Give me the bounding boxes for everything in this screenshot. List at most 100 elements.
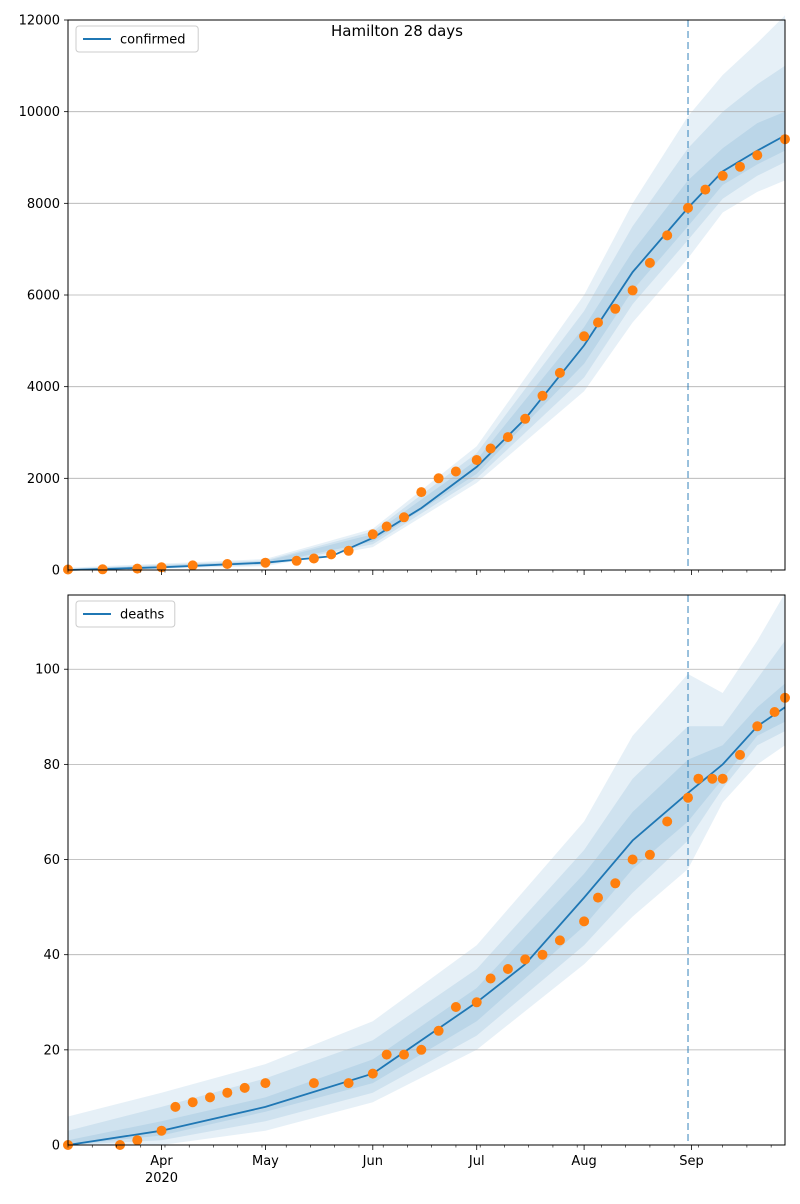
observed-point	[170, 1101, 181, 1112]
observed-point	[627, 285, 638, 296]
observed-point	[222, 559, 233, 569]
observed-point	[769, 707, 780, 717]
chart-panel-deaths: 0 20 40 60 80 100 Apr May Jun Jul Aug Sep 2020 deaths	[35, 593, 790, 1186]
x-tick-label: Jul	[468, 1154, 485, 1169]
observed-point	[627, 854, 638, 865]
observed-point	[308, 553, 319, 564]
observed-point	[537, 390, 548, 401]
observed-point	[187, 560, 198, 571]
observed-point	[579, 331, 590, 342]
series-line-confirmed	[67, 134, 786, 571]
observed-point	[683, 792, 693, 803]
observed-point	[610, 878, 621, 889]
y-tick-label: 20	[43, 1043, 60, 1058]
observed-point	[502, 432, 513, 443]
observed-point	[644, 257, 655, 268]
observed-point	[471, 455, 482, 465]
observed-point	[717, 773, 728, 784]
x-tick-label: Aug	[571, 1154, 596, 1169]
observed-point	[735, 161, 745, 172]
observed-point	[593, 317, 603, 328]
observed-point	[593, 892, 603, 903]
legend-label: confirmed	[120, 33, 186, 48]
y-tick-label: 100	[35, 663, 60, 678]
x-tick-label: Apr	[150, 1154, 173, 1169]
observed-point	[343, 545, 354, 556]
observed-point	[579, 916, 590, 927]
y-tick-label: 6000	[27, 289, 60, 304]
y-tick-label: 80	[43, 758, 60, 773]
observed-point	[662, 230, 673, 241]
observed-point	[291, 555, 302, 566]
observed-point	[367, 1068, 378, 1079]
x-tick-label: Sep	[679, 1154, 704, 1169]
observed-point	[644, 849, 655, 860]
observed-point	[416, 487, 427, 498]
observed-point	[433, 473, 444, 484]
observed-point	[187, 1097, 198, 1108]
confidence-band	[68, 640, 785, 1145]
observed-point	[471, 997, 482, 1008]
confidence-band	[68, 15, 785, 570]
observed-point	[416, 1044, 427, 1055]
x-year-label: 2020	[145, 1171, 178, 1186]
observed-point	[156, 1125, 167, 1136]
observed-point	[239, 1082, 250, 1093]
series-line-deaths	[67, 706, 786, 1146]
confidence-band	[68, 593, 785, 1145]
observed-point	[132, 563, 143, 574]
legend-box	[75, 600, 176, 628]
observed-point	[662, 816, 673, 827]
observed-point	[260, 557, 271, 568]
observed-point	[707, 773, 718, 784]
observed-point	[450, 466, 461, 477]
y-tick-label: 2000	[27, 472, 60, 487]
observed-point	[450, 1002, 461, 1012]
observed-point	[222, 1087, 233, 1098]
observed-point	[554, 367, 565, 378]
y-tick-label: 60	[43, 853, 60, 868]
y-tick-label: 40	[43, 948, 60, 963]
observed-point	[752, 150, 763, 161]
y-tick-label: 4000	[27, 380, 60, 395]
observed-point	[399, 1049, 409, 1060]
observed-point	[537, 949, 548, 960]
observed-point	[520, 413, 531, 424]
axes-frame	[67, 19, 786, 571]
legend-box	[75, 25, 199, 53]
observed-point	[735, 749, 745, 760]
observed-point	[381, 521, 392, 532]
x-tick-label: May	[252, 1154, 279, 1169]
observed-point	[502, 964, 513, 974]
axes-frame	[67, 594, 786, 1146]
y-tick-label: 0	[52, 1139, 60, 1154]
y-tick-label: 0	[52, 564, 60, 579]
observed-point	[97, 564, 108, 575]
observed-point	[485, 443, 496, 454]
observed-point	[610, 303, 621, 314]
observed-point	[520, 954, 531, 965]
x-tick-label: Jun	[362, 1154, 383, 1169]
observed-point	[554, 935, 565, 946]
observed-point	[700, 184, 711, 195]
observed-point	[381, 1049, 392, 1060]
observed-point	[752, 721, 763, 732]
observed-point	[717, 170, 728, 181]
observed-point	[683, 202, 693, 213]
confidence-band	[68, 111, 785, 570]
observed-point	[399, 512, 409, 523]
y-tick-label: 12000	[19, 14, 60, 29]
chart-panel-confirmed: 0 2000 4000 6000 8000 10000 12000 confirmed	[19, 14, 790, 579]
observed-point	[343, 1078, 354, 1089]
observed-point	[433, 1025, 444, 1036]
y-tick-label: 8000	[27, 197, 60, 212]
observed-point	[367, 529, 378, 540]
observed-point	[205, 1092, 215, 1103]
legend-label: deaths	[120, 608, 165, 623]
y-tick-label: 10000	[19, 105, 60, 120]
observed-point	[308, 1078, 319, 1089]
observed-point	[132, 1135, 143, 1146]
observed-point	[260, 1078, 271, 1089]
figure-title: Hamilton 28 days	[331, 22, 463, 40]
